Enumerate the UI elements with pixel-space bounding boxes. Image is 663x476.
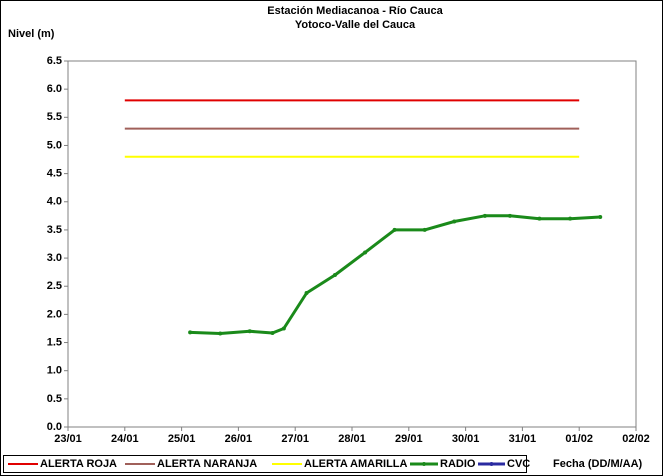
x-tick-label: 29/01 — [395, 433, 423, 445]
x-axis-label: Fecha (DD/M/AA) — [553, 458, 643, 470]
legend-label: RADIO — [440, 458, 476, 470]
x-tick-label: 02/02 — [622, 433, 650, 445]
legend-box — [3, 455, 527, 473]
data-point — [304, 290, 309, 295]
x-tick-label: 23/01 — [54, 433, 82, 445]
data-point — [422, 227, 427, 232]
x-tick-label: 26/01 — [225, 433, 253, 445]
x-tick-label: 24/01 — [111, 433, 139, 445]
data-point — [247, 329, 252, 334]
y-tick-label: 4.5 — [47, 168, 62, 180]
y-tick-label: 4.0 — [47, 196, 62, 208]
data-point — [392, 227, 397, 232]
data-point — [507, 213, 512, 218]
legend-marker — [489, 462, 494, 466]
y-tick-label: 3.0 — [47, 252, 62, 264]
data-point — [363, 250, 368, 255]
y-tick-label: 0.0 — [47, 421, 62, 433]
data-point — [188, 330, 193, 335]
chart-subtitle: Yotoco-Valle del Cauca — [295, 19, 416, 31]
chart-title: Estación Mediacanoa - Río Cauca — [267, 5, 443, 17]
x-tick-label: 27/01 — [281, 433, 309, 445]
x-tick-label: 30/01 — [452, 433, 480, 445]
data-point — [482, 213, 487, 218]
x-tick-label: 25/01 — [168, 433, 196, 445]
legend-label: ALERTA ROJA — [40, 458, 117, 470]
data-point — [537, 216, 542, 221]
data-point — [270, 330, 275, 335]
y-axis-label: Nivel (m) — [8, 28, 55, 40]
y-tick-label: 5.5 — [47, 111, 62, 123]
y-tick-label: 3.5 — [47, 224, 62, 236]
y-tick-label: 1.0 — [47, 365, 62, 377]
x-tick-label: 28/01 — [338, 433, 366, 445]
y-tick-label: 5.0 — [47, 139, 62, 151]
legend-label: ALERTA NARANJA — [157, 458, 257, 470]
data-point — [218, 331, 223, 336]
data-point — [598, 214, 603, 219]
x-tick-label: 01/02 — [565, 433, 593, 445]
legend-label: ALERTA AMARILLA — [304, 458, 408, 470]
y-tick-label: 2.0 — [47, 308, 62, 320]
legend-label: CVC — [507, 458, 530, 470]
data-point — [568, 216, 573, 221]
x-tick-label: 31/01 — [509, 433, 537, 445]
data-point — [452, 219, 457, 224]
y-tick-label: 6.5 — [47, 55, 62, 67]
data-point — [281, 326, 286, 331]
y-tick-label: 2.5 — [47, 280, 62, 292]
y-tick-label: 1.5 — [47, 336, 62, 348]
y-tick-label: 6.0 — [47, 83, 62, 95]
y-tick-label: 0.5 — [47, 393, 62, 405]
data-point — [332, 272, 337, 277]
series-line — [190, 214, 601, 335]
legend-marker — [422, 462, 426, 466]
